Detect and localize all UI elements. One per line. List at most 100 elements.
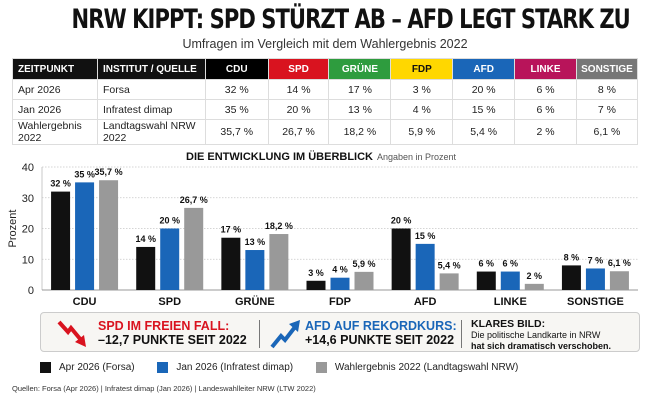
- bar-value-label: 6,1 %: [608, 258, 631, 268]
- x-category-label: SONSTIGE: [567, 296, 624, 308]
- bar-value-label: 5,4 %: [438, 260, 461, 270]
- bar-cdu-series-2: [99, 180, 119, 290]
- table-row: Apr 2026 Forsa 32 % 14 % 17 % 3 % 20 % 6 % 8 %: [12, 79, 639, 100]
- col-header-institut: INSTITUT / QUELLE: [96, 58, 206, 80]
- y-axis-label: Prozent: [7, 210, 19, 248]
- legend-label: Wahlergebnis 2022 (Landtagswahl NRW): [334, 362, 519, 373]
- bar-value-label: 35,7 %: [95, 167, 123, 177]
- klares-bild-headline: KLARES BILD:: [471, 318, 546, 330]
- afd-callout: AFD AUF REKORDKURS: +14,6 PUNKTE SEIT 20…: [305, 319, 457, 347]
- sources-note: Quellen: Forsa (Apr 2026) | Infratest di…: [12, 384, 316, 393]
- table-cell: 6,1 %: [575, 119, 639, 145]
- legend-swatch: [315, 362, 327, 373]
- bar-sonstige-series-1: [585, 268, 605, 290]
- col-header-cdu: CDU: [204, 58, 269, 80]
- bar-value-label: 5,9 %: [352, 259, 375, 269]
- spd-callout-value: –12,7 PUNKTE SEIT 2022: [98, 333, 247, 347]
- spd-callout: SPD IM FREIEN FALL: –12,7 PUNKTE SEIT 20…: [98, 319, 247, 347]
- y-tick-label: 0: [28, 285, 34, 297]
- table-cell: 5,4 %: [452, 119, 516, 145]
- bar-value-label: 20 %: [391, 216, 412, 226]
- legend-swatch: [40, 362, 51, 373]
- bar-spd-series-1: [160, 228, 180, 290]
- bar-fdp-series-0: [306, 280, 326, 290]
- bar-value-label: 6 %: [503, 259, 519, 269]
- table-cell: 20 %: [452, 79, 516, 100]
- bar-fdp-series-1: [330, 277, 350, 290]
- col-header-sonstige: SONSTIGE: [575, 58, 639, 80]
- y-tick-label: 30: [22, 193, 34, 205]
- callout-box: SPD IM FREIEN FALL: –12,7 PUNKTE SEIT 20…: [40, 312, 640, 352]
- bar-linke-series-1: [500, 271, 520, 290]
- table-cell: Jan 2026: [12, 99, 98, 120]
- klares-bild-note: KLARES BILD: Die politische Landkarte in…: [471, 318, 611, 352]
- table-cell: 2 %: [514, 119, 577, 145]
- y-tick-label: 10: [22, 254, 34, 266]
- table-cell: 4 %: [390, 99, 454, 120]
- x-category-label: GRÜNE: [235, 295, 275, 308]
- bar-cdu-series-1: [75, 182, 95, 290]
- table-cell: 20 %: [267, 99, 330, 120]
- legend-item-jan-2026: Jan 2026 (Infratest dimap): [157, 362, 293, 373]
- chart-title: DIE ENTWICKLUNG IM ÜBERBLICK Angaben in P…: [186, 151, 456, 163]
- bar-sonstige-series-0: [561, 265, 581, 290]
- legend-label: Jan 2026 (Infratest dimap): [176, 362, 294, 373]
- bar-linke-series-0: [476, 271, 496, 290]
- table-row: Jan 2026 Infratest dimap 35 % 20 % 13 % 4 % 15…: [12, 99, 639, 120]
- y-tick-label: 40: [22, 162, 34, 174]
- col-header-zeitpunkt: ZEITPUNKT: [12, 58, 98, 80]
- trend-up-arrow-icon: [270, 320, 300, 349]
- table-cell: 8 %: [575, 79, 639, 100]
- col-header-fdp: FDP: [390, 58, 454, 80]
- bar-value-label: 7 %: [588, 255, 604, 265]
- col-header-gruene: GRÜNE: [328, 58, 392, 80]
- afd-callout-headline: AFD AUF REKORDKURS:: [305, 319, 457, 333]
- bar-value-label: 3 %: [308, 268, 324, 278]
- chart-title-text: DIE ENTWICKLUNG IM ÜBERBLICK: [186, 151, 373, 163]
- col-header-spd: SPD: [267, 58, 330, 80]
- bar-value-label: 17 %: [221, 225, 242, 235]
- bar-value-label: 35 %: [74, 169, 95, 179]
- trend-down-arrow-icon: [57, 320, 86, 347]
- x-category-label: CDU: [73, 296, 97, 308]
- legend-item-apr-2026: Apr 2026 (Forsa): [40, 362, 135, 373]
- table-header-row: ZEITPUNKT INSTITUT / QUELLE CDU SPD GRÜN…: [12, 58, 639, 80]
- chart-subtitle: Angaben in Prozent: [377, 152, 457, 162]
- table-cell: Forsa: [96, 79, 206, 100]
- bar-grüne-series-1: [245, 250, 265, 290]
- bar-value-label: 18,2 %: [265, 221, 293, 231]
- page-subtitle: Umfragen im Vergleich mit dem Wahlergebn…: [182, 37, 468, 51]
- callout-divider: [259, 320, 260, 348]
- bar-value-label: 20 %: [159, 216, 180, 226]
- bar-cdu-series-0: [51, 191, 71, 290]
- table-cell: Infratest dimap: [96, 99, 206, 120]
- table-cell: 32 %: [204, 79, 269, 100]
- table-cell: 14 %: [267, 79, 330, 100]
- afd-callout-value: +14,6 PUNKTE SEIT 2022: [305, 333, 455, 347]
- x-category-label: AFD: [414, 296, 437, 308]
- col-header-linke: LINKE: [514, 58, 577, 80]
- bar-chart: 0 10 20 30 40 Prozent CDU 32 %35 % 35,7 % SPD 14 %…: [7, 162, 638, 308]
- table-cell: 6 %: [514, 99, 577, 120]
- table-cell: 6 %: [514, 79, 577, 100]
- bar-afd-series-0: [391, 228, 411, 290]
- bar-value-label: 13 %: [245, 237, 266, 247]
- table-cell: 35,7 %: [204, 119, 269, 145]
- klares-bild-line1: Die politische Landkarte in NRW: [471, 330, 601, 340]
- bar-grüne-series-2: [269, 234, 289, 290]
- poll-table: ZEITPUNKT INSTITUT / QUELLE CDU SPD GRÜN…: [12, 58, 639, 145]
- legend-item-wahl-2022: Wahlergebnis 2022 (Landtagswahl NRW): [315, 362, 519, 373]
- col-header-afd: AFD: [452, 58, 516, 80]
- legend-label: Apr 2026 (Forsa): [59, 362, 135, 373]
- bar-spd-series-0: [136, 246, 156, 290]
- page-title: NRW KIPPT: SPD STÜRZT AB – AFD LEGT STAR…: [71, 4, 631, 35]
- bar-grüne-series-0: [221, 237, 241, 290]
- bar-spd-series-2: [184, 207, 204, 290]
- x-category-label: FDP: [329, 296, 351, 308]
- table-cell: 15 %: [452, 99, 516, 120]
- bar-value-label: 2 %: [527, 271, 543, 281]
- bar-value-label: 15 %: [415, 231, 436, 241]
- bar-value-label: 6 %: [479, 259, 495, 269]
- bar-afd-series-2: [439, 273, 459, 290]
- table-cell: Apr 2026: [12, 79, 98, 100]
